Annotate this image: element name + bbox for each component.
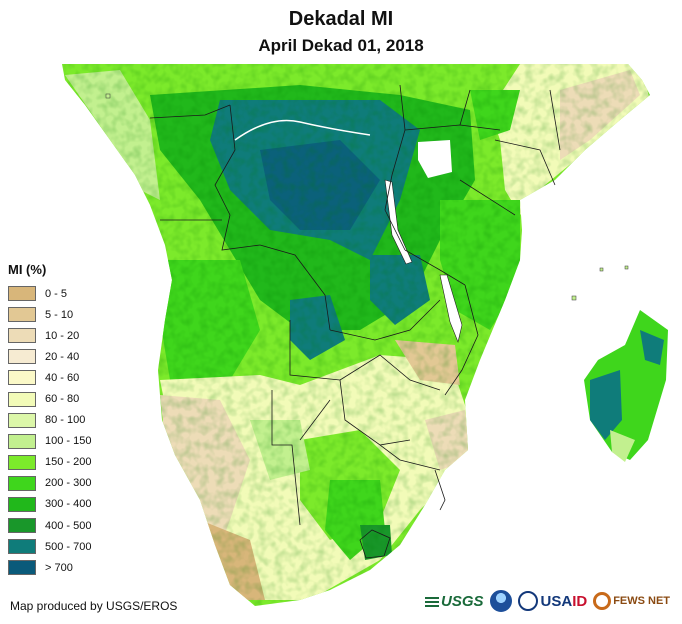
usaid-logo: USA ID xyxy=(517,591,587,611)
lake-tanganyika xyxy=(384,179,413,265)
legend-swatch xyxy=(8,433,36,449)
legend-swatch xyxy=(8,518,36,534)
legend-swatch xyxy=(8,539,36,555)
map-title: Dekadal MI xyxy=(288,8,394,30)
legend-label: 5 - 10 xyxy=(45,308,74,321)
legend-label: 400 - 500 xyxy=(45,519,92,532)
legend-label: 150 - 200 xyxy=(45,456,92,469)
islands xyxy=(105,93,629,301)
partner-logos: USGS USA ID FEWS NET xyxy=(425,586,670,616)
legend-swatch xyxy=(8,560,36,576)
credit-text: Map produced by USGS/EROS xyxy=(10,599,178,613)
legend-item: 40 - 60 xyxy=(8,367,91,388)
legend-label: 500 - 700 xyxy=(45,540,92,553)
legend-swatch xyxy=(8,454,36,470)
legend-item: 200 - 300 xyxy=(8,473,91,494)
legend-item: 100 - 150 xyxy=(8,431,91,452)
legend-label: > 700 xyxy=(45,561,73,574)
legend-item: > 700 xyxy=(8,557,91,578)
congo-river xyxy=(234,119,371,141)
legend-swatch xyxy=(8,307,36,323)
map-subtitle: April Dekad 01, 2018 xyxy=(258,36,424,55)
legend-swatch xyxy=(8,349,36,365)
legend-swatch xyxy=(8,370,36,386)
legend-swatch xyxy=(8,286,36,302)
usgs-logo: USGS xyxy=(425,593,484,610)
legend-label: 0 - 5 xyxy=(45,287,68,300)
legend-swatch xyxy=(8,475,36,491)
legend-item: 300 - 400 xyxy=(8,494,91,515)
legend-swatch xyxy=(8,412,36,428)
legend-label: 60 - 80 xyxy=(45,393,80,406)
legend-item: 10 - 20 xyxy=(8,325,91,346)
lake-victoria xyxy=(418,140,452,178)
legend-item: 400 - 500 xyxy=(8,515,91,536)
legend-item: 60 - 80 xyxy=(8,388,91,409)
legend-title: MI (%) xyxy=(8,262,47,277)
madagascar xyxy=(584,310,668,462)
legend-label: 40 - 60 xyxy=(45,371,80,384)
legend-label: 300 - 400 xyxy=(45,498,92,511)
legend-item: 20 - 40 xyxy=(8,346,91,367)
lake-malawi xyxy=(439,274,463,343)
country-borders xyxy=(149,84,561,559)
legend: MI (%) 0 - 5 5 - 10 10 - 20 20 - 40 40 - 60 6… xyxy=(8,262,91,578)
noaa-logo xyxy=(489,590,512,612)
legend-label: 10 - 20 xyxy=(45,329,80,342)
africa-landmass xyxy=(62,64,650,606)
legend-item: 5 - 10 xyxy=(8,304,91,325)
legend-item: 0 - 5 xyxy=(8,283,91,304)
legend-swatch xyxy=(8,328,36,344)
legend-label: 20 - 40 xyxy=(45,350,80,363)
legend-label: 80 - 100 xyxy=(45,414,86,427)
legend-swatch xyxy=(8,496,36,512)
legend-label: 200 - 300 xyxy=(45,477,92,490)
legend-label: 100 - 150 xyxy=(45,435,92,448)
legend-item: 80 - 100 xyxy=(8,410,91,431)
legend-item: 500 - 700 xyxy=(8,536,91,557)
legend-item: 150 - 200 xyxy=(8,452,91,473)
legend-swatch xyxy=(8,391,36,407)
fews-net-logo: FEWS NET xyxy=(593,592,670,610)
